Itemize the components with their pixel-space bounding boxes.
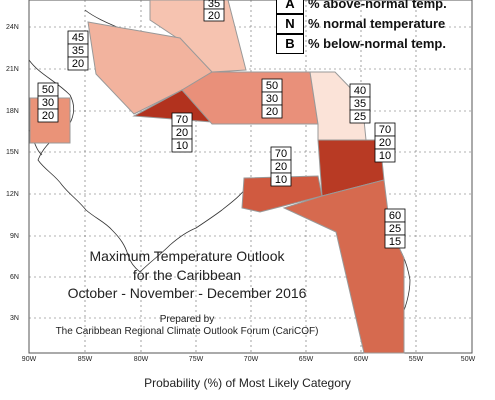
lon-tick: 60W — [354, 356, 369, 363]
guianas-prob-2: 15 — [389, 236, 401, 248]
lon-tick: 65W — [299, 356, 314, 363]
leewards-prob-1: 35 — [354, 98, 366, 110]
lon-tick: 75W — [189, 356, 204, 363]
abc-prob-1: 20 — [275, 161, 287, 173]
windwards-prob-0: 70 — [379, 124, 391, 136]
jamaica-prob-2: 10 — [176, 140, 188, 152]
title-line-2: for the Caribbean — [133, 267, 241, 283]
belize-prob-2: 20 — [42, 110, 54, 122]
abc-prob-0: 70 — [275, 148, 287, 160]
probability-labels: 35 20 45 35 20 50 30 20 70 20 10 50 30 2… — [37, 0, 406, 249]
lat-tick: 21N — [6, 66, 19, 73]
legend: A % above-normal temp. N % normal temper… — [276, 0, 476, 54]
title-line-3: October - November - December 2016 — [68, 285, 307, 301]
lat-tick: 24N — [6, 24, 19, 31]
region-guianas — [282, 179, 405, 354]
legend-row-normal: N % normal temperature — [276, 14, 476, 34]
guianas-prob-1: 25 — [389, 223, 401, 235]
belize-prob-1: 30 — [42, 97, 54, 109]
lat-tick: 9N — [10, 233, 19, 240]
lon-tick: 80W — [134, 356, 149, 363]
lon-tick: 90W — [22, 356, 37, 363]
legend-row-above: A % above-normal temp. — [276, 0, 476, 14]
belize-prob-0: 50 — [42, 84, 54, 96]
cuba-prob-1: 35 — [72, 45, 84, 57]
prepared-line-2: The Caribbean Regional Climate Outlook F… — [56, 326, 319, 337]
cuba-prob-2: 20 — [72, 58, 84, 70]
lat-tick: 18N — [6, 108, 19, 115]
legend-key-below: B — [276, 34, 304, 54]
prepared-line-1: Prepared by — [160, 314, 214, 325]
lat-ticks: 24N 21N 18N 15N 12N 9N 6N 3N — [6, 24, 19, 322]
map-caption: Probability (%) of Most Likely Category — [144, 376, 351, 390]
cuba-prob-0: 45 — [72, 32, 84, 44]
bahamas-prob-0: 35 — [208, 0, 220, 10]
hispaniola-prob-1: 30 — [266, 93, 278, 105]
guianas-prob-0: 60 — [389, 210, 401, 222]
lat-tick: 6N — [10, 274, 19, 281]
windwards-prob-1: 20 — [379, 137, 391, 149]
jamaica-prob-1: 20 — [176, 127, 188, 139]
lon-tick: 70W — [244, 356, 259, 363]
legend-key-normal: N — [276, 14, 304, 34]
hispaniola-prob-0: 50 — [266, 80, 278, 92]
leewards-prob-0: 40 — [354, 85, 366, 97]
lon-ticks: 90W 85W 80W 75W 70W 65W 60W 55W 50W — [22, 356, 476, 363]
legend-key-above: A — [276, 0, 304, 14]
bahamas-prob-1: 20 — [208, 10, 220, 22]
lon-tick: 50W — [461, 356, 476, 363]
lon-tick: 85W — [78, 356, 93, 363]
lat-tick: 12N — [6, 191, 19, 198]
prepared-by: Prepared by The Caribbean Regional Clima… — [56, 314, 319, 337]
leewards-prob-2: 25 — [354, 111, 366, 123]
legend-text-normal: % normal temperature — [308, 16, 446, 31]
hispaniola-prob-2: 20 — [266, 106, 278, 118]
legend-text-below: % below-normal temp. — [308, 36, 446, 51]
title-line-1: Maximum Temperature Outlook — [89, 248, 285, 264]
lat-tick: 3N — [10, 315, 19, 322]
legend-row-below: B % below-normal temp. — [276, 34, 476, 54]
legend-text-above: % above-normal temp. — [308, 0, 447, 11]
lat-tick: 15N — [6, 149, 19, 156]
jamaica-prob-0: 70 — [176, 114, 188, 126]
map-title: Maximum Temperature Outlook for the Cari… — [68, 248, 307, 301]
abc-prob-2: 10 — [275, 174, 287, 186]
region-abc-islands — [241, 175, 323, 213]
lon-tick: 55W — [409, 356, 424, 363]
windwards-prob-2: 10 — [379, 150, 391, 162]
